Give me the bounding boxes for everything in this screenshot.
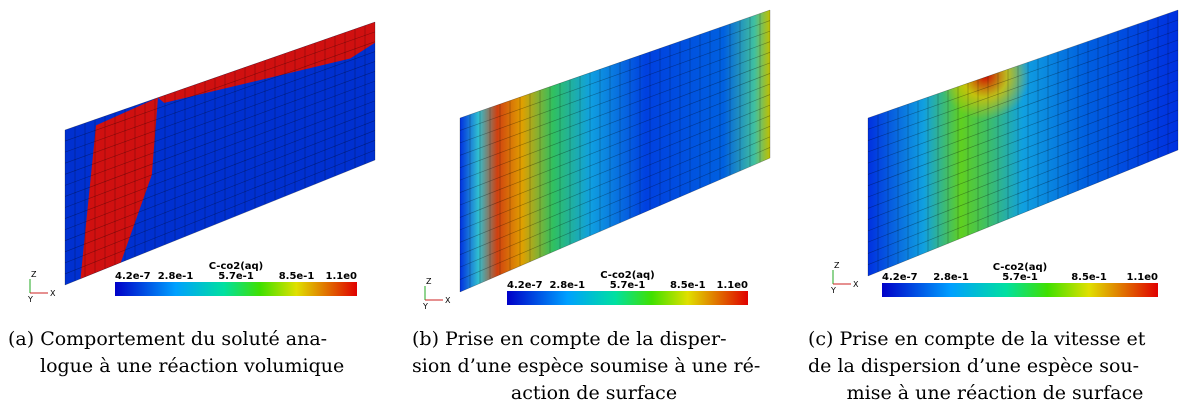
legend-label: 2.8e-1	[158, 271, 194, 282]
colorbar	[115, 282, 357, 296]
mesh-line	[459, 30, 771, 144]
mesh-line	[867, 69, 1179, 186]
mesh-line	[64, 61, 376, 175]
mesh-line	[867, 119, 1179, 243]
mesh-line	[64, 110, 376, 230]
mesh-line	[64, 21, 376, 131]
mesh-line	[459, 62, 771, 181]
mesh-line	[64, 130, 376, 253]
axis-label: Z	[31, 270, 37, 279]
mesh-line	[867, 9, 1179, 119]
mesh-line	[867, 39, 1179, 153]
mesh	[460, 10, 770, 292]
mesh-line	[64, 120, 376, 241]
mesh-line	[459, 52, 771, 168]
mesh-line	[64, 31, 376, 142]
mesh	[65, 22, 375, 285]
legend-title: C-co2(aq)	[600, 270, 655, 281]
mesh-line	[867, 19, 1179, 130]
mesh-line	[459, 147, 771, 280]
mesh-line	[459, 115, 771, 243]
caption-line: logue à une réaction volumique	[40, 355, 344, 377]
mesh-line	[459, 20, 771, 131]
mesh-line	[64, 149, 376, 275]
mesh-line	[867, 79, 1179, 198]
legend-label: 1.1e0	[717, 280, 748, 291]
caption-line: (c) Prise en compte de la vitesse et	[808, 328, 1146, 350]
mesh-line	[64, 90, 376, 208]
axis-label: X	[50, 289, 56, 298]
legend-label: 5.7e-1	[218, 271, 254, 282]
caption-line: (a) Comportement du soluté ana-	[8, 328, 327, 350]
mesh-line	[459, 94, 771, 218]
legend-label: 5.7e-1	[1002, 272, 1038, 283]
caption-line: (b) Prise en compte de la disper-	[412, 328, 727, 350]
mesh-line	[459, 83, 771, 206]
hot-region	[158, 22, 375, 103]
mesh-line	[867, 129, 1179, 254]
legend-label: 8.5e-1	[1071, 272, 1107, 283]
legend-label: 2.8e-1	[549, 280, 585, 291]
mesh-line	[867, 139, 1179, 265]
mesh-line	[459, 157, 771, 293]
mesh-line	[867, 89, 1179, 209]
legend-label: 4.2e-7	[115, 271, 151, 282]
axis-label: Y	[27, 295, 33, 304]
mesh-line	[64, 159, 376, 286]
mesh-line	[459, 126, 771, 255]
legend-title: C-co2(aq)	[209, 261, 264, 272]
legend-label: 4.2e-7	[507, 280, 543, 291]
mesh-line	[459, 41, 771, 156]
mesh-line	[64, 51, 376, 164]
mesh-line	[867, 59, 1179, 175]
mesh-line	[64, 80, 376, 197]
axis-label: Y	[422, 302, 428, 311]
caption-line: action de surface	[511, 382, 677, 404]
legend-label: 5.7e-1	[610, 280, 646, 291]
mesh-line	[867, 99, 1179, 220]
mesh-line	[64, 41, 376, 153]
mesh-line	[867, 149, 1179, 277]
mesh-line	[459, 9, 771, 119]
legend-label: 8.5e-1	[279, 271, 315, 282]
caption-line: mise à une réaction de surface	[847, 382, 1144, 404]
axis-label: Y	[830, 286, 836, 295]
legend-title: C-co2(aq)	[993, 262, 1048, 273]
axis-label: Z	[834, 261, 840, 270]
axis-label: X	[853, 280, 859, 289]
legend-label: 4.2e-7	[882, 272, 918, 283]
axis-label: X	[445, 296, 451, 305]
colorbar	[507, 291, 748, 305]
caption-line: sion d’une espèce soumise à une ré-	[412, 355, 760, 377]
legend-label: 2.8e-1	[933, 272, 969, 283]
colorbar	[882, 283, 1158, 297]
mesh-line	[867, 109, 1179, 232]
mesh-line	[64, 140, 376, 264]
mesh-line	[867, 49, 1179, 164]
axis-label: Z	[426, 277, 432, 286]
hot-region	[868, 10, 1178, 276]
caption-line: de la dispersion d’une espèce sou-	[808, 355, 1139, 377]
mesh-line	[64, 71, 376, 186]
mesh-line	[64, 100, 376, 219]
mesh-line	[867, 29, 1179, 141]
mesh-line	[459, 73, 771, 193]
legend-label: 8.5e-1	[670, 280, 706, 291]
mesh-line	[459, 136, 771, 268]
hot-region	[80, 97, 158, 279]
legend-label: 1.1e0	[1127, 272, 1158, 283]
mesh-line	[459, 104, 771, 231]
legend-label: 1.1e0	[326, 271, 357, 282]
